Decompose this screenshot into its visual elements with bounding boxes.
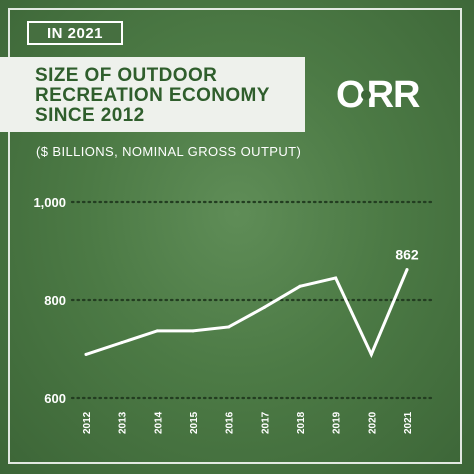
data-point [120,341,124,345]
chart-subtitle: ($ BILLIONS, NOMINAL GROSS OUTPUT) [36,144,302,159]
data-point [298,284,302,288]
x-tick-label: 2013 [118,411,129,434]
x-tick-label: 2020 [367,411,378,434]
data-point [262,305,266,309]
title-box: SIZE OF OUTDOOR RECREATION ECONOMY SINCE… [0,57,305,132]
x-tick-label: 2019 [332,411,343,434]
title-line-1: SIZE OF OUTDOOR [35,65,218,86]
data-point [405,268,409,272]
orr-logo: O RR [336,75,432,115]
logo-letters-rr: RR [366,74,421,116]
data-point [369,352,373,356]
y-tick-label: 800 [44,293,66,308]
data-point [334,276,338,280]
data-point [227,325,231,329]
title-line-2: RECREATION ECONOMY [35,85,270,106]
x-tick-label: 2014 [153,411,164,434]
data-point [84,352,88,356]
data-point [191,329,195,333]
data-point [155,329,159,333]
title-line-3: SINCE 2012 [35,105,145,126]
y-tick-label: 600 [44,391,66,406]
logo-accent-dot [360,90,371,100]
x-tick-label: 2016 [225,411,236,434]
x-tick-label: 2018 [296,411,307,434]
year-badge: IN 2021 [27,21,123,45]
x-tick-label: 2015 [189,411,200,434]
card-frame [8,8,462,464]
year-badge-label: IN 2021 [46,24,104,42]
x-tick-label: 2021 [403,411,414,434]
data-label: 862 [395,247,419,263]
series-line [84,268,409,359]
x-tick-label: 2012 [82,411,93,434]
x-tick-label: 2017 [260,411,271,434]
y-tick-label: 1,000 [33,195,66,210]
